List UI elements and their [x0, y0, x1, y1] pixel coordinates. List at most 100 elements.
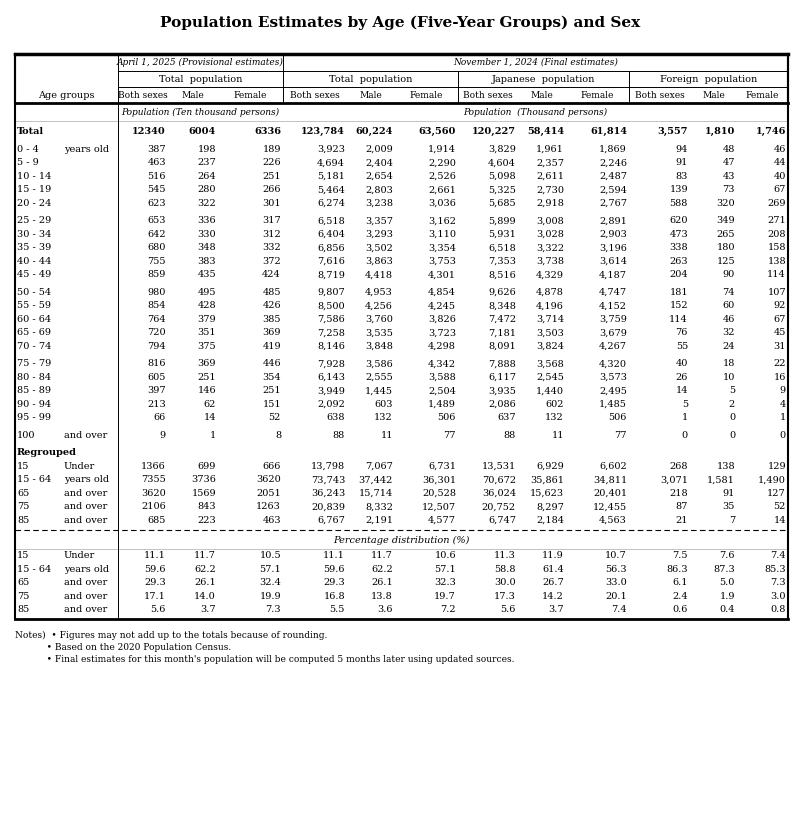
Text: 7,181: 7,181 [488, 328, 516, 337]
Text: 14.2: 14.2 [542, 592, 564, 601]
Text: Both sexes: Both sexes [290, 91, 340, 100]
Text: 3,357: 3,357 [365, 216, 393, 225]
Text: 4,320: 4,320 [599, 359, 627, 368]
Text: 349: 349 [716, 216, 735, 225]
Text: 59.6: 59.6 [145, 565, 166, 574]
Text: 12,455: 12,455 [593, 503, 627, 512]
Text: 397: 397 [147, 386, 166, 395]
Text: 218: 218 [670, 489, 688, 498]
Text: 3,949: 3,949 [317, 386, 345, 395]
Text: 114: 114 [767, 270, 786, 279]
Text: 5,899: 5,899 [488, 216, 516, 225]
Text: 6,143: 6,143 [317, 373, 345, 382]
Text: 1,490: 1,490 [758, 475, 786, 484]
Text: 264: 264 [198, 171, 216, 181]
Text: 2,654: 2,654 [365, 171, 393, 181]
Text: 385: 385 [262, 315, 281, 324]
Text: 0.8: 0.8 [770, 605, 786, 614]
Text: 2,545: 2,545 [536, 373, 564, 382]
Text: 107: 107 [767, 288, 786, 297]
Text: 85 - 89: 85 - 89 [17, 386, 51, 395]
Text: 132: 132 [374, 413, 393, 422]
Text: 2,891: 2,891 [599, 216, 627, 225]
Text: 3,848: 3,848 [365, 342, 393, 351]
Text: Female: Female [581, 91, 614, 100]
Text: 57.1: 57.1 [259, 565, 281, 574]
Text: 6004: 6004 [189, 127, 216, 136]
Text: 77: 77 [443, 431, 456, 440]
Text: 70 - 74: 70 - 74 [17, 342, 51, 351]
Text: 158: 158 [767, 243, 786, 252]
Text: 100: 100 [17, 431, 35, 440]
Text: 80 - 84: 80 - 84 [17, 373, 51, 382]
Text: 5.5: 5.5 [330, 605, 345, 614]
Text: 11: 11 [551, 431, 564, 440]
Text: 12340: 12340 [132, 127, 166, 136]
Text: 2,404: 2,404 [365, 158, 393, 167]
Text: 13.8: 13.8 [371, 592, 393, 601]
Text: 55: 55 [676, 342, 688, 351]
Text: and over: and over [64, 503, 107, 512]
Text: Both sexes: Both sexes [118, 91, 168, 100]
Text: 312: 312 [262, 230, 281, 239]
Text: 2,555: 2,555 [366, 373, 393, 382]
Text: 87: 87 [676, 503, 688, 512]
Text: 348: 348 [198, 243, 216, 252]
Text: 3,826: 3,826 [428, 315, 456, 324]
Text: 15: 15 [17, 462, 30, 471]
Text: 14: 14 [203, 413, 216, 422]
Text: 8,091: 8,091 [488, 342, 516, 351]
Text: 17.1: 17.1 [144, 592, 166, 601]
Text: 2,526: 2,526 [428, 171, 456, 181]
Text: 251: 251 [198, 373, 216, 382]
Text: 66: 66 [154, 413, 166, 422]
Text: 75 - 79: 75 - 79 [17, 359, 51, 368]
Text: 152: 152 [670, 301, 688, 310]
Text: 1,746: 1,746 [756, 127, 786, 136]
Text: Total  population: Total population [329, 74, 412, 83]
Text: 9: 9 [780, 386, 786, 395]
Text: 1: 1 [780, 413, 786, 422]
Text: Total: Total [17, 127, 44, 136]
Text: 2,184: 2,184 [536, 516, 564, 525]
Text: 506: 506 [609, 413, 627, 422]
Text: 266: 266 [262, 185, 281, 194]
Text: 26: 26 [676, 373, 688, 382]
Text: 0: 0 [682, 431, 688, 440]
Text: 473: 473 [670, 230, 688, 239]
Text: 506: 506 [438, 413, 456, 422]
Text: 77: 77 [614, 431, 627, 440]
Text: 35 - 39: 35 - 39 [17, 243, 51, 252]
Text: 317: 317 [262, 216, 281, 225]
Text: 36,024: 36,024 [482, 489, 516, 498]
Text: 8,297: 8,297 [536, 503, 564, 512]
Text: 65 - 69: 65 - 69 [17, 328, 51, 337]
Text: 20,752: 20,752 [482, 503, 516, 512]
Text: 123,784: 123,784 [301, 127, 345, 136]
Text: 8,516: 8,516 [488, 270, 516, 279]
Text: 4,298: 4,298 [428, 342, 456, 351]
Text: 666: 666 [262, 462, 281, 471]
Text: 74: 74 [722, 288, 735, 297]
Text: 3620: 3620 [256, 475, 281, 484]
Text: 2,092: 2,092 [317, 400, 345, 409]
Text: 8,348: 8,348 [488, 301, 516, 310]
Text: 90 - 94: 90 - 94 [17, 400, 51, 409]
Text: 5,464: 5,464 [317, 185, 345, 194]
Text: 4,267: 4,267 [599, 342, 627, 351]
Text: 5.6: 5.6 [150, 605, 166, 614]
Text: 223: 223 [198, 516, 216, 525]
Text: 15 - 64: 15 - 64 [17, 565, 51, 574]
Text: 3,824: 3,824 [536, 342, 564, 351]
Text: 351: 351 [198, 328, 216, 337]
Text: 269: 269 [767, 199, 786, 208]
Text: 642: 642 [147, 230, 166, 239]
Text: 13,531: 13,531 [482, 462, 516, 471]
Text: 6.1: 6.1 [673, 579, 688, 588]
Text: 40: 40 [676, 359, 688, 368]
Text: 58,414: 58,414 [527, 127, 564, 136]
Text: 3736: 3736 [191, 475, 216, 484]
Text: 4,245: 4,245 [428, 301, 456, 310]
Text: 5,931: 5,931 [488, 230, 516, 239]
Text: 50 - 54: 50 - 54 [17, 288, 51, 297]
